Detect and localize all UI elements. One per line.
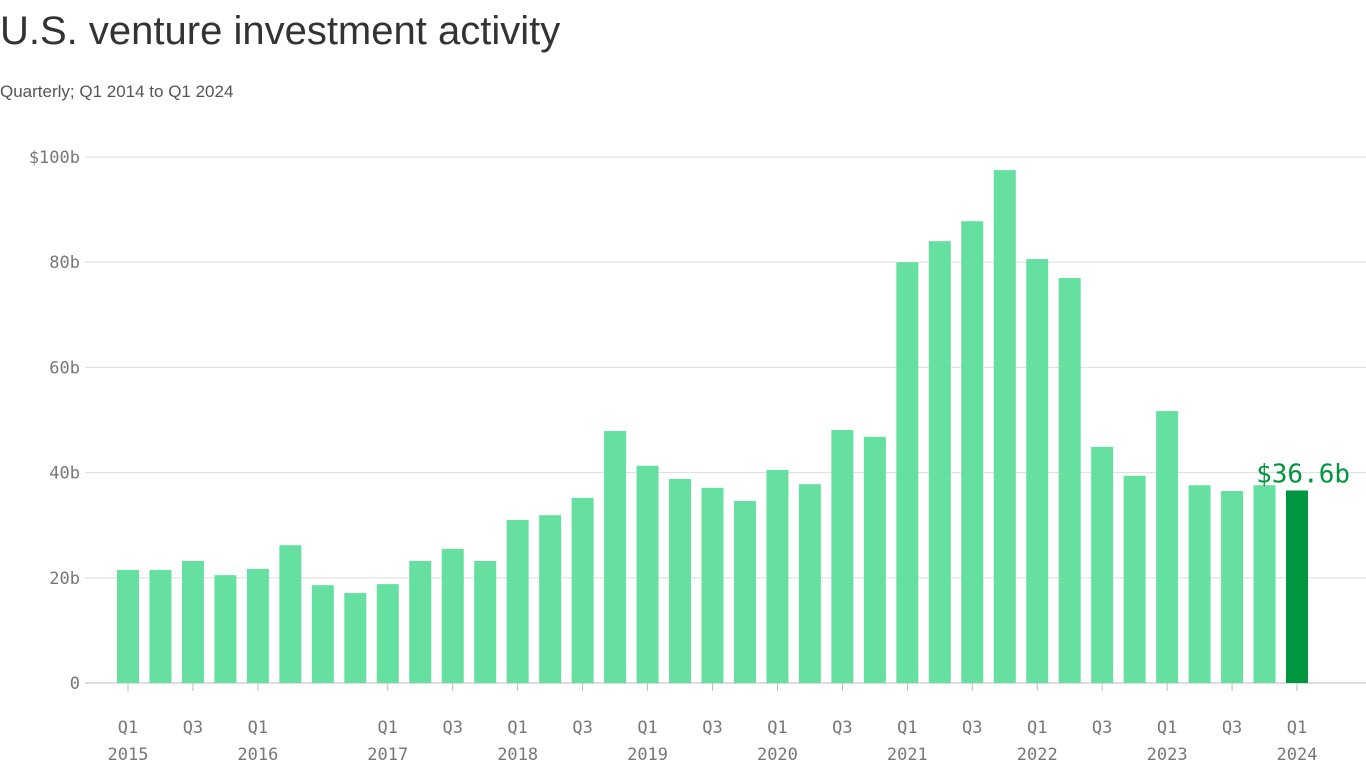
bar (733, 501, 756, 683)
x-year-label: 2024 (1277, 745, 1318, 765)
bar (928, 241, 951, 683)
bar (1156, 411, 1179, 683)
x-tick-label: Q1 (767, 718, 787, 738)
x-year-label: 2016 (237, 745, 278, 765)
x-tick-label: Q3 (702, 718, 722, 738)
bar (279, 545, 302, 683)
x-year-label: 2023 (1147, 745, 1188, 765)
bar (181, 560, 204, 683)
bar (636, 465, 659, 683)
bar (506, 519, 529, 683)
x-tick-label: Q1 (1027, 718, 1047, 738)
x-tick-label: Q3 (962, 718, 982, 738)
y-tick-label: 0 (70, 674, 80, 694)
x-tick-label: Q3 (572, 718, 592, 738)
x-tick-label: Q1 (1287, 718, 1307, 738)
bar (961, 221, 984, 683)
bar (409, 560, 432, 683)
y-tick-label: 20b (49, 569, 80, 589)
x-tick-label: Q1 (248, 718, 268, 738)
x-year-label: 2018 (497, 745, 538, 765)
y-tick-label: $100b (29, 148, 80, 168)
bar (311, 585, 334, 683)
x-year-label: 2019 (627, 745, 668, 765)
bar (1123, 475, 1146, 683)
x-tick-label: Q3 (183, 718, 203, 738)
bar (1026, 259, 1049, 683)
bar (1091, 446, 1114, 683)
bar (701, 487, 724, 683)
x-tick-label: Q1 (378, 718, 398, 738)
y-tick-label: 40b (49, 464, 80, 484)
bar (993, 170, 1016, 683)
bar (571, 497, 594, 683)
x-tick-label: Q1 (1157, 718, 1177, 738)
bar (1286, 490, 1308, 683)
bar (1058, 277, 1081, 683)
bar (896, 262, 919, 683)
bar (344, 593, 367, 683)
bar (669, 478, 692, 683)
bar (1253, 485, 1276, 683)
x-year-label: 2022 (1017, 745, 1058, 765)
x-year-label: 2017 (367, 745, 408, 765)
chart-title: U.S. venture investment activity (0, 9, 560, 53)
bar (441, 548, 464, 683)
value-label: $36.6b (1256, 459, 1350, 489)
bar (539, 515, 562, 683)
x-year-label: 2015 (108, 745, 149, 765)
x-tick-label: Q1 (507, 718, 527, 738)
bar (117, 569, 139, 683)
x-tick-label: Q3 (1092, 718, 1112, 738)
x-tick-label: Q1 (637, 718, 657, 738)
bar (831, 429, 854, 683)
bar (246, 568, 269, 683)
x-tick-label: Q3 (442, 718, 462, 738)
x-year-label: 2020 (757, 745, 798, 765)
x-tick-label: Q1 (118, 718, 138, 738)
bar (1188, 485, 1211, 683)
bar (1221, 491, 1244, 683)
bar (798, 484, 821, 683)
y-tick-label: 80b (49, 253, 80, 273)
bar (376, 584, 399, 683)
bar (863, 436, 886, 683)
x-tick-label: Q1 (897, 718, 917, 738)
x-year-label: 2021 (887, 745, 928, 765)
x-tick-label: Q3 (1222, 718, 1242, 738)
bar (214, 575, 237, 683)
bar (766, 469, 789, 683)
y-tick-label: 60b (49, 358, 80, 378)
bar (474, 560, 497, 683)
x-tick-label: Q3 (832, 718, 852, 738)
bar (604, 431, 627, 683)
bar (149, 569, 172, 683)
chart-subtitle: Quarterly; Q1 2014 to Q1 2024 (0, 82, 233, 101)
